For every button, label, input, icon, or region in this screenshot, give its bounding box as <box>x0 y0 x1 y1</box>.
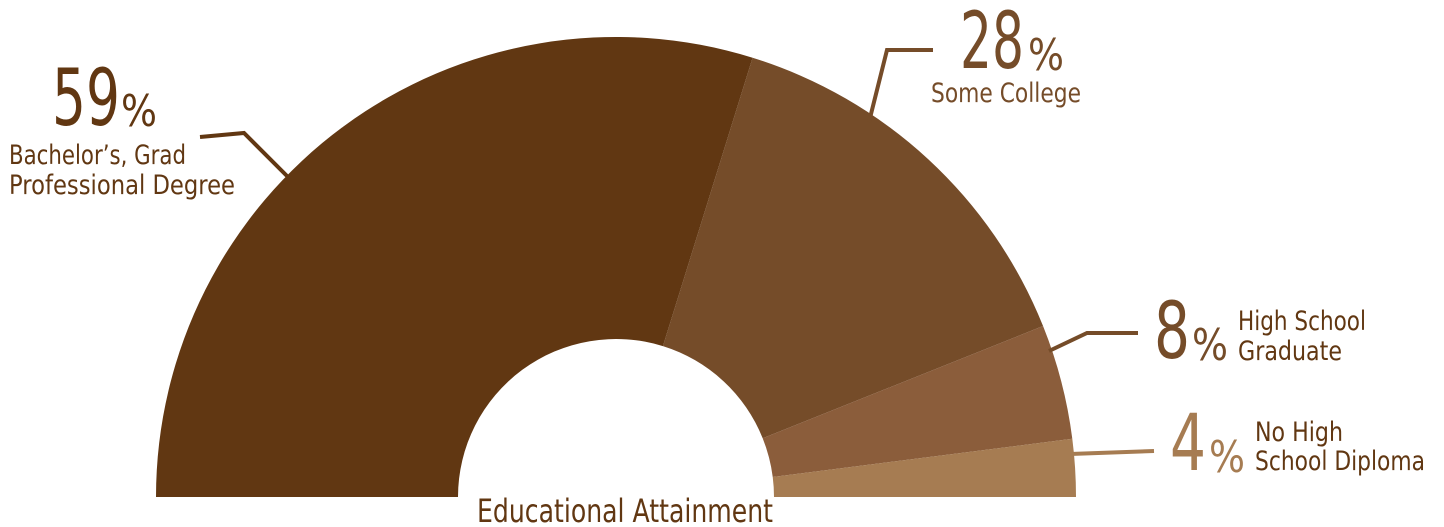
category-label-bachelors-line2: Professional Degree <box>9 170 235 201</box>
category-label-some-college: Some College <box>931 78 1081 109</box>
leader-line-high-school <box>1048 331 1138 353</box>
label-group-bachelors: 59 % Bachelor’s, Grad Professional Degre… <box>9 54 235 201</box>
slice-bachelors <box>156 36 753 497</box>
percent-symbol-high-school: % <box>1192 320 1228 371</box>
category-label-bachelors: Bachelor’s, Grad <box>9 140 186 171</box>
value-label-no-diploma: 4 <box>1170 399 1206 489</box>
value-label-high-school: 8 <box>1154 287 1190 377</box>
label-group-high-school: 8 % High School Graduate <box>1154 287 1366 377</box>
slice-some-college <box>662 57 1044 439</box>
chart-slices <box>156 36 1076 497</box>
label-group-some-college: 28 % Some College <box>931 0 1081 109</box>
category-label-high-school-line2: Graduate <box>1238 336 1342 367</box>
slice-no-diploma <box>772 438 1076 497</box>
percent-symbol-some-college: % <box>1028 30 1064 81</box>
value-label-some-college: 28 <box>960 0 1024 87</box>
leader-line-some-college <box>867 48 933 123</box>
label-group-no-diploma: 4 % No High School Diploma <box>1170 399 1425 489</box>
leader-line-bachelors <box>199 130 290 179</box>
leader-line-no-diploma <box>1069 449 1155 456</box>
chart-title: Educational Attainment <box>477 492 773 527</box>
leader-lines <box>199 48 1155 456</box>
category-label-no-diploma: No High <box>1255 417 1343 448</box>
category-label-no-diploma-line2: School Diploma <box>1255 446 1425 477</box>
value-label-bachelors: 59 <box>52 54 120 144</box>
percent-symbol-bachelors: % <box>121 86 157 137</box>
category-label-high-school: High School <box>1238 306 1366 337</box>
percent-symbol-no-diploma: % <box>1209 432 1245 483</box>
slice-high-school <box>762 326 1073 477</box>
